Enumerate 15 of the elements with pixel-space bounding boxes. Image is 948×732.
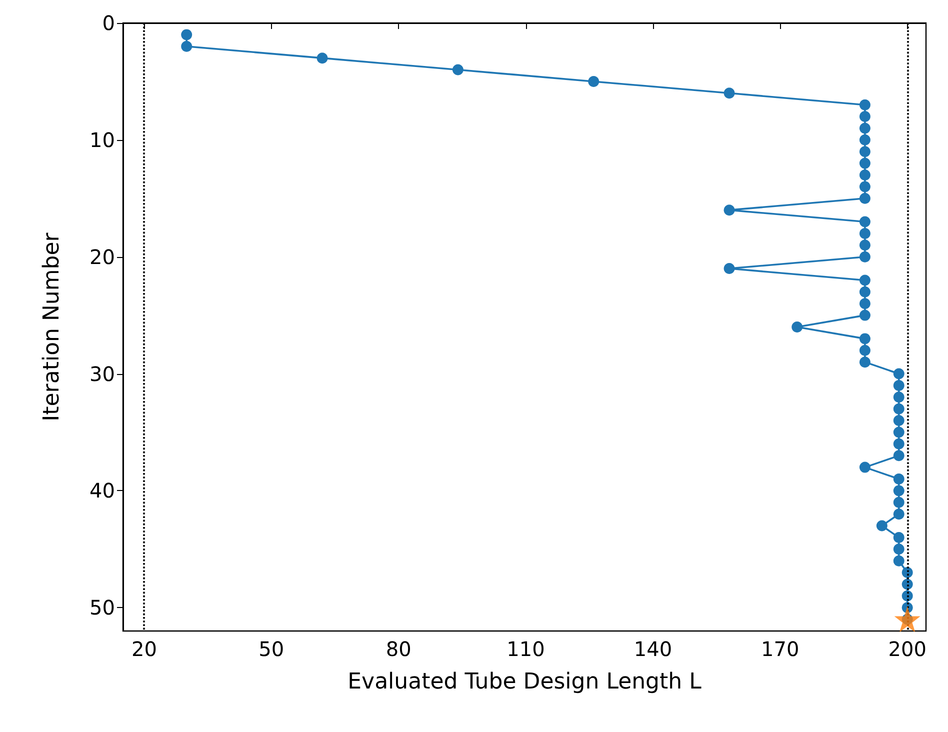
x-tick-label: 110 (506, 637, 545, 661)
y-tick-label: 40 (90, 478, 115, 503)
x-tick-label: 200 (888, 637, 926, 661)
y-tick-label: 50 (90, 596, 115, 620)
x-tick-label: 140 (634, 637, 672, 661)
x-tick-label: 50 (258, 637, 284, 661)
y-tick-label: 20 (90, 244, 115, 269)
x-tick-label: 80 (386, 637, 412, 661)
x-tick-label: 170 (761, 637, 800, 661)
y-tick-label: 10 (90, 128, 115, 152)
x-tick-label: 20 (131, 637, 157, 661)
y-tick-label: 30 (90, 362, 115, 386)
y-tick-label: 0 (102, 11, 115, 35)
x-axis-title: Evaluated Tube Design Length L (348, 670, 702, 694)
y-axis-title: Iteration Number (40, 232, 64, 422)
